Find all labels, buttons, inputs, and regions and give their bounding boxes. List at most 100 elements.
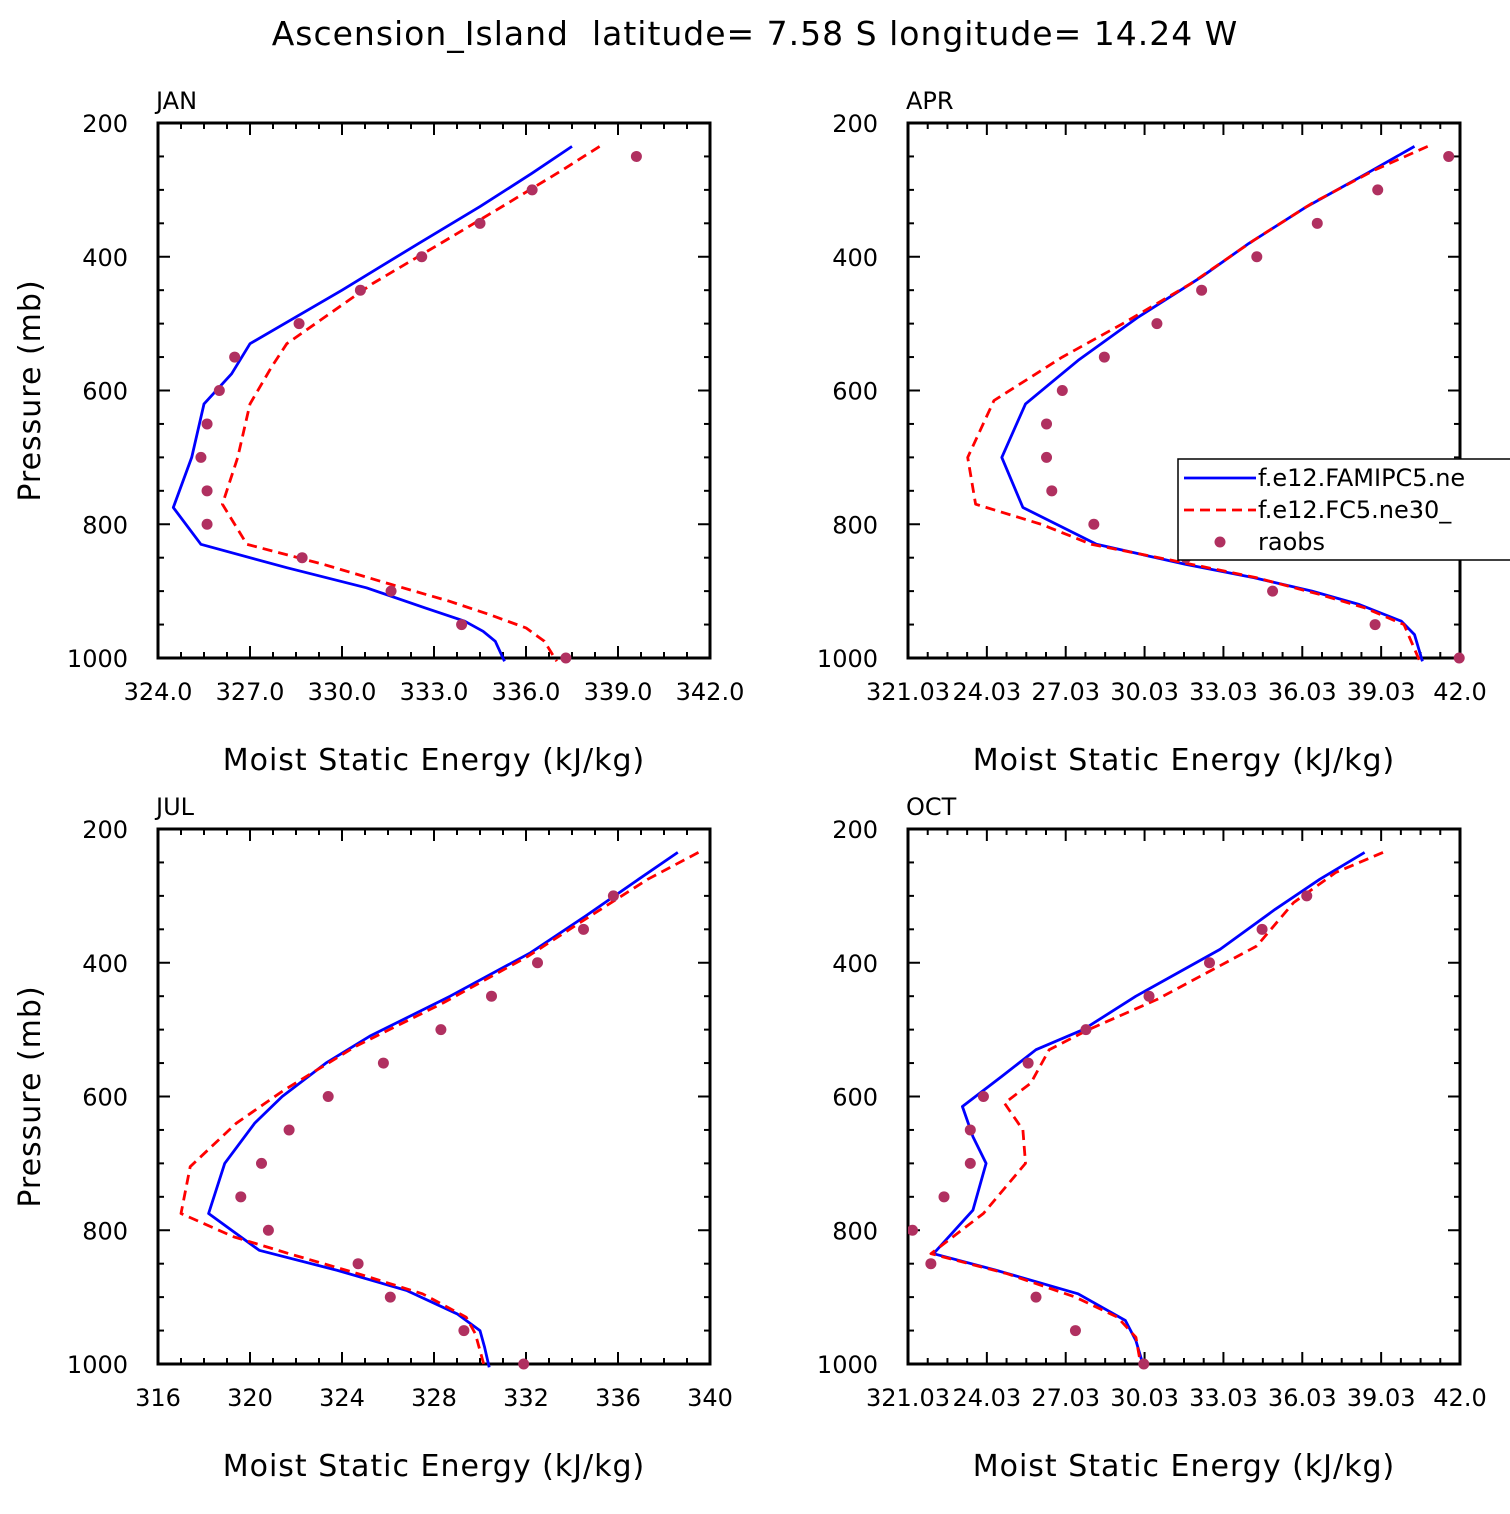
y-axis-label: Pressure (mb) [13,985,48,1207]
x-tick-label: 339.0 [584,678,653,706]
panel-oct: OCT 200 400 600 800 1000 321.03 24.03 27.03 30.03… [817,793,1487,1484]
raobs-point [201,518,213,530]
plot-frame [156,121,712,660]
raobs-point [1138,1358,1150,1370]
raobs-point [474,217,486,229]
y-tick-label: 200 [82,816,128,844]
fc5-series-line [179,851,700,1368]
fc5-series-line [966,145,1429,662]
y-tick-label: 600 [82,1084,128,1112]
raobs-point [964,1157,976,1169]
raobs-point [384,1291,396,1303]
y-tick-label: 1000 [67,645,128,673]
raobs-point [262,1224,274,1236]
panel-jan: JAN 200 400 600 800 1000 324.0 327.0 330.0 333.0 3… [13,87,744,778]
figure-title: Ascension_Island latitude= 7.58 S longit… [272,14,1239,53]
x-axis-label: Moist Static Energy (kJ/kg) [223,1449,646,1484]
raobs-point [1256,923,1268,935]
raobs-point [201,485,213,497]
raobs-point [435,1024,447,1036]
x-tick-label: 42.0 [1433,1384,1486,1412]
y-tick-label: 200 [832,110,878,138]
raobs-point [456,619,468,631]
fc5-series-line [929,851,1384,1368]
raobs-point [458,1325,470,1337]
raobs-point [1041,451,1053,463]
y-tick-label: 400 [82,244,128,272]
raobs-point [1151,318,1163,330]
plot-frame [156,827,712,1366]
x-tick-label: 316 [135,1384,181,1412]
y-tick-label: 400 [832,950,878,978]
raobs-point [1203,957,1215,969]
raobs-point [1098,351,1110,363]
raobs-point [532,957,543,969]
x-tick-label: 327.0 [216,678,285,706]
raobs-point [560,652,572,664]
raobs-point [385,585,397,597]
x-tick-label: 321.03 [866,1384,950,1412]
y-tick-label: 400 [82,950,128,978]
x-tick-label: 24.03 [952,1384,1021,1412]
raobs-point [1030,1291,1042,1303]
raobs-point [1041,418,1053,430]
raobs-point [1301,890,1313,902]
x-tick-label: 30.03 [1110,678,1179,706]
panel-title: APR [906,87,954,115]
panel-title: OCT [906,793,957,821]
legend-label: f.e12.FC5.ne30_ [1258,496,1452,524]
raobs-point [486,990,497,1002]
raobs-point [293,318,305,330]
panel-title: JUL [154,793,195,821]
raobs-point [1022,1057,1034,1069]
x-tick-label: 320 [227,1384,273,1412]
raobs-point [195,451,207,463]
y-tick-label: 800 [82,511,128,539]
raobs-point [908,1224,918,1236]
raobs-point [925,1258,937,1270]
x-tick-label: 33.03 [1189,678,1258,706]
y-tick-label: 800 [832,1217,878,1245]
raobs-point [1311,217,1323,229]
raobs-point [1267,585,1279,597]
y-tick-label: 600 [82,378,128,406]
x-axis-label: Moist Static Energy (kJ/kg) [973,743,1396,778]
famipc5-series-line [207,851,679,1368]
x-tick-label: 30.03 [1110,1384,1179,1412]
raobs-point [1196,284,1208,296]
famipc5-series-line [932,851,1366,1368]
raobs-point [1453,652,1465,664]
x-axis-label: Moist Static Energy (kJ/kg) [973,1449,1396,1484]
raobs-point [296,552,308,564]
y-tick-label: 800 [832,511,878,539]
x-axis-label: Moist Static Energy (kJ/kg) [223,743,646,778]
y-tick-label: 200 [832,816,878,844]
x-tick-label: 340 [687,1384,733,1412]
x-tick-label: 27.03 [1031,1384,1100,1412]
x-tick-label: 330.0 [308,678,377,706]
y-tick-label: 200 [82,110,128,138]
x-tick-label: 324 [319,1384,365,1412]
raobs-point [283,1124,295,1136]
raobs-point [1046,485,1058,497]
plot-frame [906,121,1462,660]
x-tick-label: 321.03 [866,678,950,706]
y-axis-label: Pressure (mb) [13,279,48,501]
famipc5-series-line [1000,145,1424,662]
plot-area [966,145,1465,664]
plot-area [179,851,700,1370]
raobs-point [1088,518,1100,530]
raobs-point [1056,385,1068,396]
raobs-point [977,1091,989,1102]
raobs-point [938,1191,950,1203]
x-tick-label: 324.0 [124,678,193,706]
x-tick-label: 39.03 [1347,1384,1416,1412]
x-tick-label: 33.03 [1189,1384,1258,1412]
y-tick-label: 1000 [817,645,878,673]
x-tick-label: 36.03 [1268,1384,1337,1412]
x-tick-label: 24.03 [952,678,1021,706]
raobs-point [607,890,619,902]
raobs-point [377,1057,389,1069]
